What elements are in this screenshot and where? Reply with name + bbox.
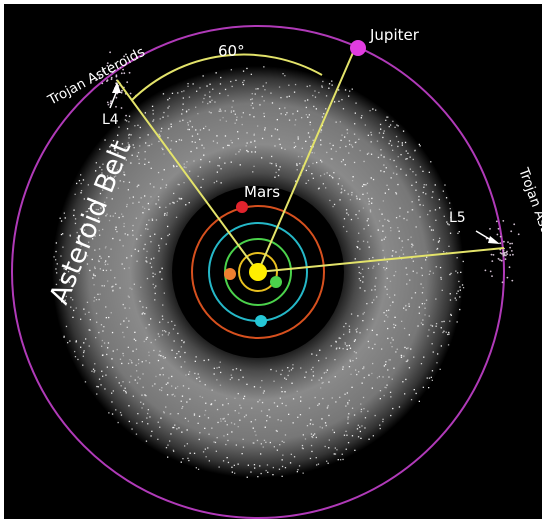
sun (249, 263, 267, 281)
planet-jupiter (350, 40, 366, 56)
diagram-canvas: Jupiter 60° L4 L5 Mars Trojan Asteroids … (11, 25, 546, 519)
l4-label: L4 (102, 112, 119, 128)
l4-arrow-stem (109, 92, 117, 109)
planet-mars (236, 201, 248, 213)
mars-orbit (191, 205, 325, 339)
angle-label: 60° (218, 42, 245, 60)
trojan-asteroids-l5-label: Trojan Asteroids (515, 165, 542, 272)
l5-arrow (488, 236, 500, 244)
l5-label: L5 (449, 210, 466, 226)
jupiter-orbit (11, 25, 505, 519)
asteroid-belt-speckles (53, 66, 465, 478)
l5-marker (475, 230, 500, 244)
mars-label: Mars (244, 183, 280, 201)
line-to-l4 (116, 79, 259, 273)
planet-mercury (270, 276, 282, 288)
l5-arrow-stem (475, 230, 492, 241)
jupiter-label: Jupiter (369, 26, 420, 44)
mercury-orbit (238, 252, 278, 292)
l4-marker (109, 82, 121, 109)
line-to-jupiter (257, 47, 356, 273)
planet-earth (255, 315, 267, 327)
line-to-l5 (257, 247, 505, 273)
solar-system-diagram: Jupiter 60° L4 L5 Mars Trojan Asteroids … (4, 4, 546, 519)
inner-orbits (191, 205, 325, 339)
planet-venus (224, 268, 236, 280)
angle-arc-60 (131, 53, 323, 101)
trojan-clusters (95, 51, 520, 284)
lagrange-guide-lines (116, 47, 505, 273)
l4-arrow (112, 82, 121, 93)
